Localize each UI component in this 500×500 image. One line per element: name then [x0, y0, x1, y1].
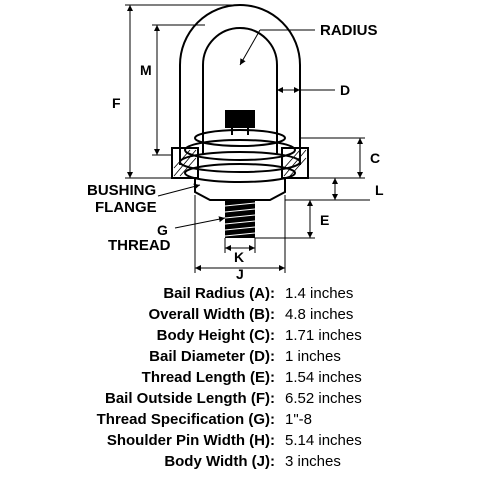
spec-label: Body Width (J):: [55, 453, 285, 470]
engineering-diagram: F M RADIUS D C L E BUSHING FLANGE G: [0, 0, 500, 280]
spec-label: Shoulder Pin Width (H):: [55, 432, 285, 449]
bushing-mid1: [185, 140, 295, 160]
spec-value: 6.52 inches: [285, 390, 362, 407]
spec-label: Bail Outside Length (F):: [55, 390, 285, 407]
spec-row: Body Width (J): 3 inches: [55, 453, 445, 470]
dim-j-label: J: [236, 266, 244, 280]
radius-label: RADIUS: [320, 22, 378, 39]
dim-c-label: C: [370, 150, 380, 166]
spec-row: Thread Length (E): 1.54 inches: [55, 369, 445, 386]
spec-row: Thread Specification (G): 1"-8: [55, 411, 445, 428]
spec-row: Shoulder Pin Width (H): 5.14 inches: [55, 432, 445, 449]
dim-f-label: F: [112, 95, 121, 111]
spec-label: Thread Length (E):: [55, 369, 285, 386]
bushing-top: [195, 130, 285, 146]
dim-k-label: K: [234, 249, 244, 265]
bushing-label: BUSHING: [87, 182, 156, 199]
spec-value: 5.14 inches: [285, 432, 362, 449]
spec-row: Overall Width (B): 4.8 inches: [55, 306, 445, 323]
thread-label: THREAD: [108, 237, 171, 254]
hex-head: [225, 110, 255, 128]
dim-g-label: G: [157, 222, 168, 238]
hoist-ring-svg: F M RADIUS D C L E BUSHING FLANGE G: [0, 0, 500, 280]
spec-row: Bail Radius (A): 1.4 inches: [55, 285, 445, 302]
dim-e-label: E: [320, 212, 329, 228]
bail-inner: [203, 28, 277, 155]
spec-label: Bail Diameter (D):: [55, 348, 285, 365]
spec-value: 1.71 inches: [285, 327, 362, 344]
spec-row: Body Height (C): 1.71 inches: [55, 327, 445, 344]
spec-row: Bail Diameter (D): 1 inches: [55, 348, 445, 365]
spec-label: Thread Specification (G):: [55, 411, 285, 428]
dim-m-label: M: [140, 62, 152, 78]
spec-label: Bail Radius (A):: [55, 285, 285, 302]
spec-label: Overall Width (B):: [55, 306, 285, 323]
dim-d-label: D: [340, 82, 350, 98]
dim-l-label: L: [375, 182, 384, 198]
spec-value: 1 inches: [285, 348, 341, 365]
specifications-table: Bail Radius (A): 1.4 inches Overall Widt…: [0, 285, 500, 474]
spec-value: 1.4 inches: [285, 285, 353, 302]
spec-value: 1.54 inches: [285, 369, 362, 386]
spec-value: 1"-8: [285, 411, 312, 428]
spec-label: Body Height (C):: [55, 327, 285, 344]
spec-value: 3 inches: [285, 453, 341, 470]
spec-row: Bail Outside Length (F): 6.52 inches: [55, 390, 445, 407]
flange-label: FLANGE: [95, 199, 157, 216]
spec-value: 4.8 inches: [285, 306, 353, 323]
